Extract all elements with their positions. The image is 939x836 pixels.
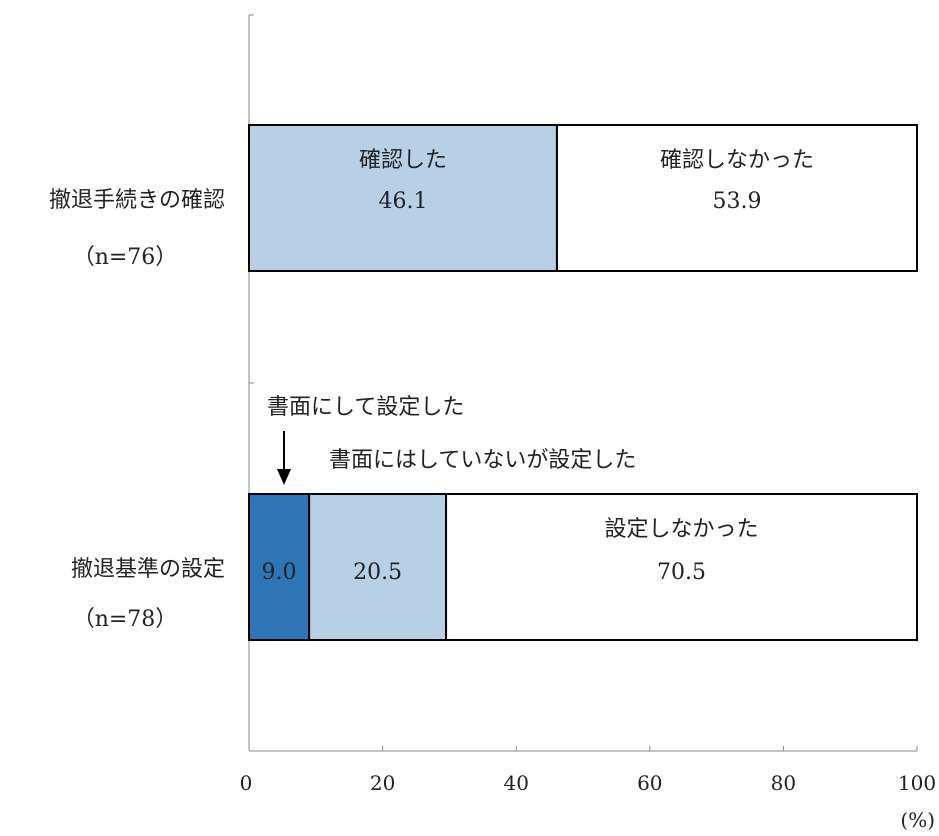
annotation-label: 書面にはしていないが設定した: [329, 448, 636, 473]
x-tick-label: 20: [370, 771, 395, 795]
segment-name-label: 確認しなかった: [660, 148, 814, 173]
chart-labels: 0 20 40 60 80 100 (%) 撤退手続きの確認 （n=76） 撤退基準の設定 （n=7…: [49, 148, 936, 832]
segment-value-label: 46.1: [378, 189, 427, 214]
x-tick-label: 40: [503, 771, 528, 795]
category-n-label: （n=78）: [73, 607, 178, 632]
category-label: 撤退基準の設定: [71, 557, 225, 582]
annotation-arrow-head: [277, 469, 291, 485]
segment-value-label: 70.5: [657, 560, 706, 585]
bar-segment: [555, 124, 918, 272]
x-tick-label: 0: [240, 771, 253, 795]
bar-segment: [445, 493, 918, 641]
unit-label: (%): [900, 808, 935, 832]
segment-value-label: 53.9: [712, 189, 761, 214]
chart-bars: [248, 124, 918, 641]
annotation-label: 書面にして設定した: [267, 395, 464, 420]
category-label: 撤退手続きの確認: [49, 188, 225, 213]
bar-segment: [248, 493, 311, 641]
segment-name-label: 設定しなかった: [605, 517, 759, 542]
x-tick-label: 80: [771, 771, 796, 795]
segment-name-label: 確認した: [359, 148, 447, 173]
bar-segment: [308, 493, 448, 641]
category-n-label: （n=76）: [73, 245, 178, 270]
segment-value-label: 9.0: [262, 560, 297, 585]
x-tick-label: 100: [898, 771, 936, 795]
segment-value-label: 20.5: [353, 560, 402, 585]
x-tick-label: 60: [637, 771, 662, 795]
